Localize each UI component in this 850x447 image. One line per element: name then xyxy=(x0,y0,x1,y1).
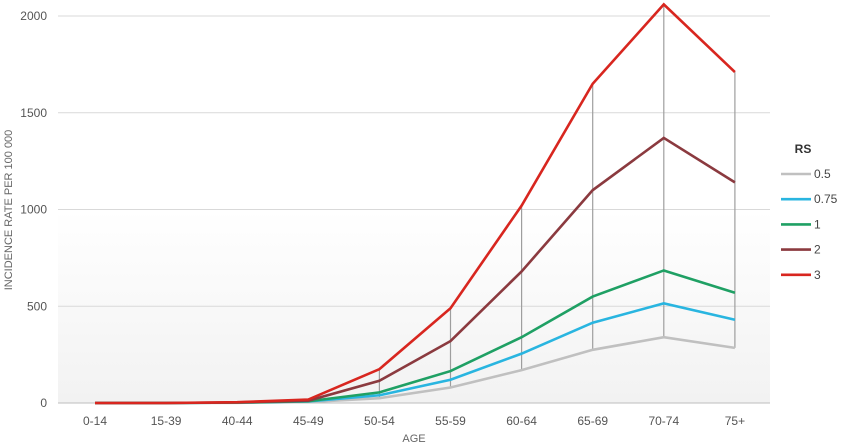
x-tick-label: 45-49 xyxy=(293,414,324,428)
legend-label: 1 xyxy=(814,217,821,231)
x-tick-label: 55-59 xyxy=(435,414,466,428)
y-tick-labels: 0 500 1000 1500 2000 xyxy=(20,9,47,410)
x-tick-label: 15-39 xyxy=(151,414,182,428)
y-axis-title: INCIDENCE RATE PER 100 000 xyxy=(3,130,15,291)
legend-title: RS xyxy=(795,142,812,156)
legend-label: 2 xyxy=(814,243,821,257)
x-tick-label: 60-64 xyxy=(506,414,537,428)
y-tick-label: 500 xyxy=(27,299,47,313)
legend: RS 0.5 0.75 1 2 3 xyxy=(781,142,838,282)
legend-label: 0.75 xyxy=(814,192,838,206)
x-axis-title: AGE xyxy=(402,433,425,445)
x-tick-labels: 0-14 15-39 40-44 45-49 50-54 55-59 60-64 65-69 7… xyxy=(83,414,745,428)
y-tick-label: 2000 xyxy=(20,9,47,23)
y-tick-label: 0 xyxy=(40,396,47,410)
y-tick-label: 1500 xyxy=(20,106,47,120)
x-tick-label: 0-14 xyxy=(83,414,107,428)
x-tick-label: 40-44 xyxy=(222,414,253,428)
y-tick-label: 1000 xyxy=(20,203,47,217)
legend-label: 0.5 xyxy=(814,167,831,181)
legend-label: 3 xyxy=(814,268,821,282)
series-line-3 xyxy=(95,2,736,405)
x-tick-label: 65-69 xyxy=(577,414,608,428)
x-tick-label: 70-74 xyxy=(648,414,679,428)
series-lines xyxy=(95,2,736,405)
x-tick-label: 50-54 xyxy=(364,414,395,428)
drop-lines xyxy=(307,4,736,403)
x-tick-label: 75+ xyxy=(725,414,745,428)
